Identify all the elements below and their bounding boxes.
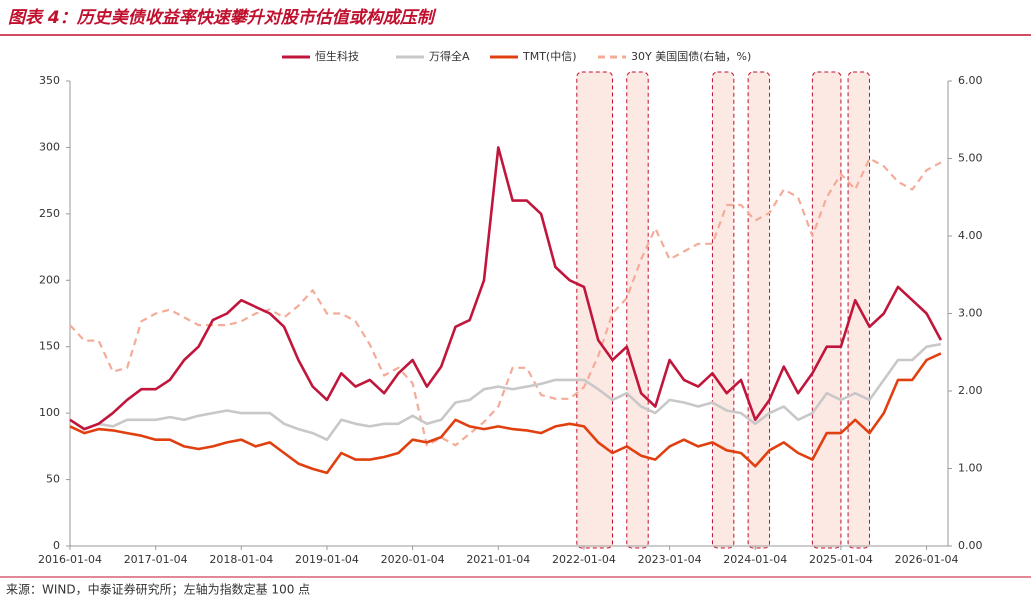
y2-tick-label: 4.00 [958, 229, 983, 242]
shaded-period [747, 71, 771, 549]
x-tick-label: 2021-01-04 [466, 553, 530, 566]
y-tick-label: 250 [39, 207, 60, 220]
y-tick-label: 50 [46, 473, 60, 486]
y2-tick-label: 0.00 [958, 539, 983, 552]
legend-label: TMT(中信) [522, 50, 577, 63]
legend-label: 万得全A [429, 49, 470, 63]
chart-title: 图表 4：历史美债收益率快速攀升对股市估值或构成压制 [8, 8, 437, 28]
y-tick-label: 0 [53, 539, 60, 552]
y2-tick-label: 5.00 [958, 152, 983, 165]
x-tick-label: 2022-01-04 [552, 553, 616, 566]
x-tick-label: 2018-01-04 [209, 553, 273, 566]
x-tick-label: 2017-01-04 [124, 553, 188, 566]
series-line [69, 146, 943, 431]
legend-label: 恒生科技 [315, 49, 359, 63]
y2-tick-label: 6.00 [958, 74, 983, 87]
shaded-period [711, 71, 735, 549]
shaded-period [626, 71, 649, 549]
shaded-period [576, 71, 614, 549]
x-tick-label: 2020-01-04 [381, 553, 445, 566]
x-tick-label: 2019-01-04 [295, 553, 359, 566]
x-tick-label: 2016-01-04 [38, 553, 102, 566]
x-tick-label: 2023-01-04 [638, 553, 702, 566]
x-tick-label: 2024-01-04 [723, 553, 787, 566]
y2-tick-label: 3.00 [958, 307, 983, 320]
y2-tick-label: 2.00 [958, 384, 983, 397]
legend-label: 30Y 美国国债(右轴，%) [631, 49, 751, 63]
x-tick-label: 2026-01-04 [895, 553, 959, 566]
y-tick-label: 300 [39, 140, 60, 153]
source: 来源：WIND，中泰证券研究所；左轴为指数定基 100 点 [6, 582, 310, 597]
series-line [69, 352, 942, 475]
y-tick-label: 150 [39, 340, 60, 353]
y-tick-label: 350 [39, 74, 60, 87]
series-line [69, 342, 942, 441]
y-tick-label: 100 [39, 406, 60, 419]
series-line [69, 157, 942, 447]
y-tick-label: 200 [39, 273, 60, 286]
x-tick-label: 2025-01-04 [809, 553, 873, 566]
y2-tick-label: 1.00 [958, 462, 983, 475]
shaded-period [811, 71, 842, 549]
